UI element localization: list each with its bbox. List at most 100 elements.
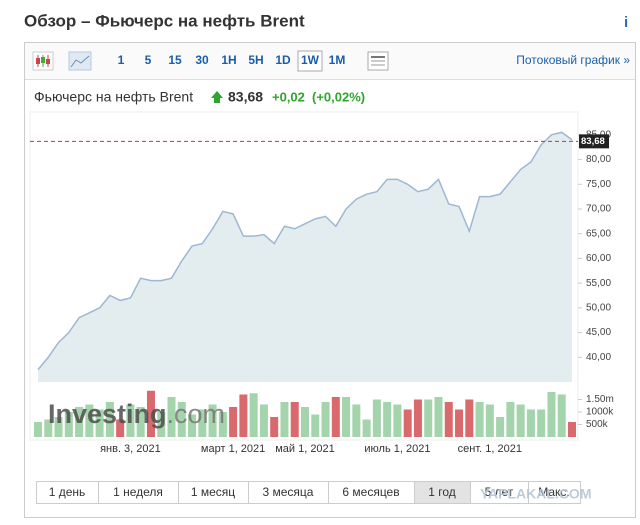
last-price: 83,68 [228,89,263,105]
volume-tick-label: 1000k [586,407,614,418]
volume-bar [44,419,53,437]
range-tab[interactable]: Макс. [538,485,570,499]
range-tab[interactable]: 1 год [428,485,456,499]
volume-bar [455,409,464,437]
volume-bar [393,404,402,437]
x-tick-label: сент. 1, 2021 [458,443,522,455]
volume-bar [85,404,94,437]
up-arrow [211,91,223,103]
intervals: 1 5 15 30 1H 5H 1D 1W 1M [118,53,346,67]
y-tick-label: 80,00 [586,154,611,165]
volume-bar [465,399,474,437]
interval-button[interactable]: 15 [168,53,182,67]
volume-tick-label: 1.50m [586,394,614,405]
volume-bar [126,404,135,437]
y-tick-label: 75,00 [586,179,611,190]
volume-bar [311,414,320,437]
volume-bar [208,404,217,437]
volume-bar [516,404,525,437]
candle-icon[interactable] [32,51,54,71]
current-price-label: 83,68 [581,136,605,147]
price-line [37,131,573,371]
volume-bar [342,397,351,437]
volume-bar [424,399,433,437]
volume-bar [568,422,576,437]
y-tick-label: 45,00 [586,327,611,338]
range-tab[interactable]: 1 месяц [191,485,235,499]
volume-tick-label: 500k [586,419,609,430]
range-tab[interactable]: 1 неделя [113,485,163,499]
volume-bar [383,402,392,437]
volume-bar [259,404,268,437]
y-tick-label: 65,00 [586,228,611,239]
page-title: Обзор – Фьючерс на нефть Brent [24,11,305,30]
interval-button[interactable]: 1H [221,53,236,67]
volume-bar [557,394,566,437]
range-tab[interactable]: 3 месяца [263,485,314,499]
volume-bar [506,402,515,437]
range-tab[interactable]: 6 месяцев [342,485,399,499]
interval-button[interactable]: 1 [118,53,125,67]
interval-button[interactable]: 1D [275,53,291,67]
logo-suffix: .com [167,399,226,429]
x-tick-label: янв. 3, 2021 [100,443,161,455]
tab-box [528,481,581,504]
instrument-name: Фьючерс на нефть Brent [34,89,193,105]
area-icon[interactable] [68,51,92,71]
volume-bar [34,422,42,437]
range-tab[interactable]: 1 день [49,485,86,499]
x-tick-label: март 1, 2021 [201,443,265,455]
volume-bar [95,409,104,437]
info-button[interactable]: i [624,14,628,31]
volume-bar [116,419,125,437]
price-change: +0,02 [272,89,305,104]
volume-bar [64,412,73,437]
price-area [38,132,572,382]
volume-bar [331,397,340,437]
volume-bar [362,419,371,437]
watermark: YAPLAKAL.COM [480,486,592,502]
interval-button[interactable]: 5H [248,53,263,67]
volume-bar [167,397,176,437]
volume-bar [229,407,238,437]
volume-bar [537,409,546,437]
toolbar [25,43,635,79]
volume-bar [372,399,381,437]
range-tab[interactable]: 5 лет [485,485,514,499]
volume-bar [301,407,309,437]
interval-button[interactable]: 30 [195,53,209,67]
logo: Investing.com [48,399,225,429]
volume-bar [239,394,248,437]
volume-bar [526,409,535,437]
chart: 40,00 45,00 50,00 55,00 60,00 65,00 70,00 75,00… [29,111,614,455]
y-tick-label: 60,00 [586,253,611,264]
current-price-tag [579,134,609,149]
streaming-link[interactable]: Потоковый график » [516,53,630,67]
volume-bar [434,397,443,437]
active-interval-box [297,50,323,72]
volume-bar [403,409,412,437]
volume-bar [105,402,114,437]
volume-bar [413,399,422,437]
volume-bar [475,402,484,437]
interval-button[interactable]: 5 [145,53,152,67]
volume-bar [485,404,494,437]
volume-bar [547,392,556,437]
interval-button[interactable]: 1W [301,53,320,67]
x-tick-label: июль 1, 2021 [364,443,430,455]
y-tick-label: 50,00 [586,302,611,313]
y-tick-label: 55,00 [586,278,611,289]
volume-bar [188,414,197,437]
volume-bar [157,412,166,437]
volume-bar [496,417,505,437]
price-change-percent: (+0,02%) [312,89,365,104]
volume-bar [54,417,63,437]
volume-bar [177,402,186,437]
logo-brand: Investing [48,399,167,429]
table-icon[interactable] [367,51,389,71]
volume-bar [146,390,155,437]
y-tick-label: 70,00 [586,204,611,215]
x-tick-label: май 1, 2021 [275,443,335,455]
interval-button[interactable]: 1M [329,53,346,67]
